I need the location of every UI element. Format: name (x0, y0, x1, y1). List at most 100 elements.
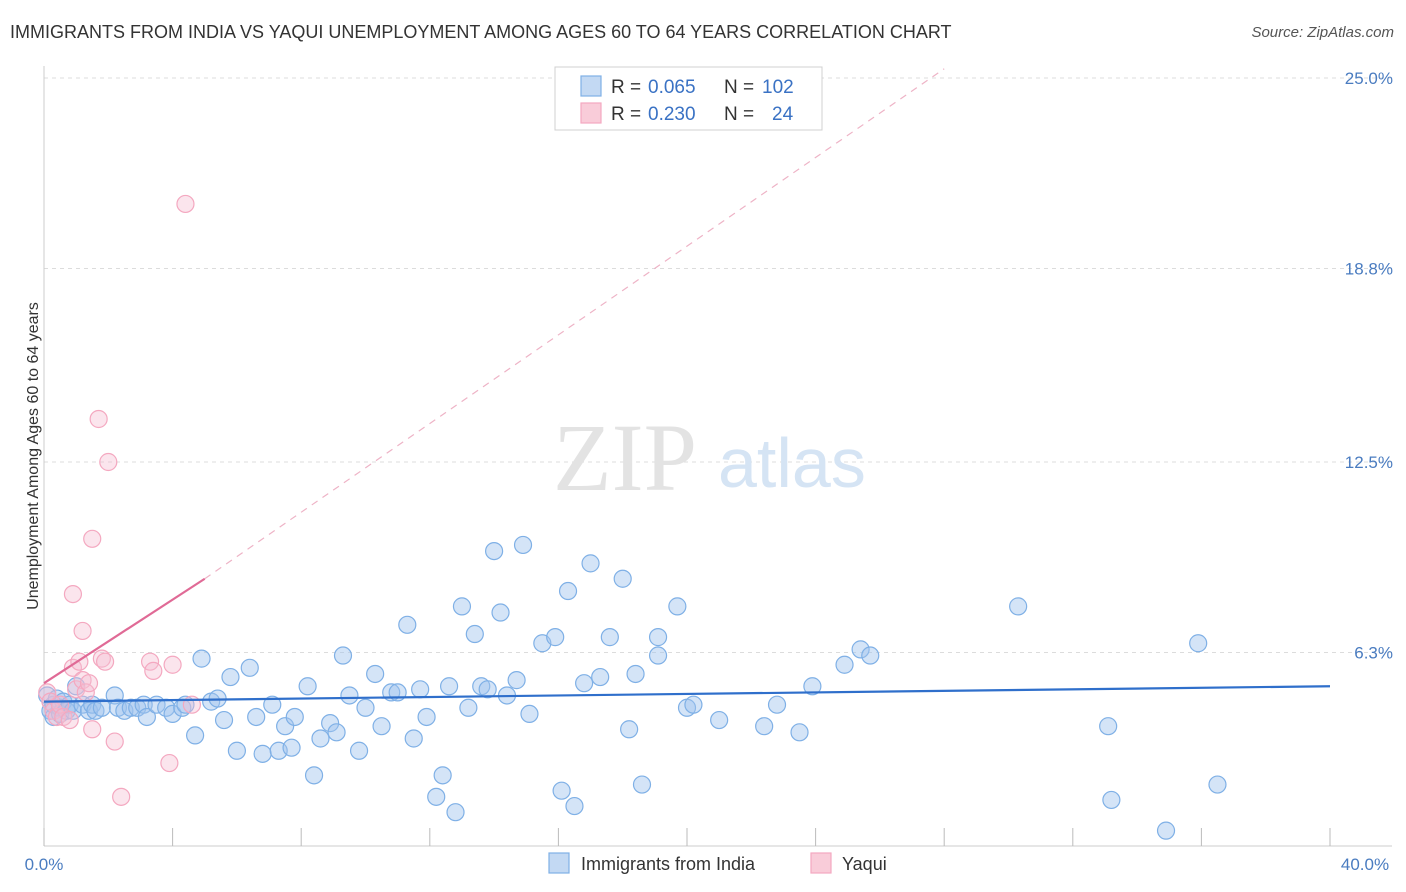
yaqui-trend-extension (204, 68, 945, 580)
india-point (221, 667, 240, 687)
legend-n-label-india: N = (724, 77, 754, 98)
yaqui-point (144, 661, 163, 680)
watermark: ZIP atlas (553, 404, 866, 511)
india-point (285, 707, 304, 727)
india-trend-line (43, 685, 1331, 703)
yaqui-point (83, 529, 102, 548)
india-point (433, 766, 452, 785)
india-point (452, 597, 472, 616)
legend-n-label-yaqui: N = (724, 104, 754, 125)
india-point (263, 695, 282, 714)
source-label: Source: ZipAtlas.com (1251, 24, 1394, 41)
india-point (1009, 597, 1028, 616)
india-point (214, 710, 234, 730)
india-point (398, 615, 417, 634)
india-point (767, 695, 787, 714)
yaqui-point (99, 452, 118, 472)
india-point (1208, 775, 1227, 794)
india-point (186, 726, 205, 745)
india-point (349, 741, 369, 760)
india-point (513, 535, 533, 555)
india-point (626, 664, 645, 684)
india-point (311, 729, 330, 748)
yaqui-point (60, 710, 79, 730)
yaqui-point (160, 753, 179, 773)
yaqui-point (112, 787, 131, 806)
y-tick-label: 18.8% (1345, 259, 1393, 278)
india-point (356, 698, 375, 717)
india-point (340, 686, 359, 705)
india-point (790, 723, 809, 742)
yaqui-point (89, 409, 108, 429)
india-point (485, 541, 504, 561)
bottom-legend-swatch-yaqui (810, 852, 832, 874)
india-point (565, 796, 584, 816)
chart-title: IMMIGRANTS FROM INDIA VS YAQUI UNEMPLOYM… (10, 22, 952, 42)
legend-swatch-yaqui (580, 102, 602, 124)
india-point (1189, 634, 1208, 653)
india-point (507, 671, 526, 690)
correlation-legend: R = 0.065 N = 102 R = 0.230 N = 24 (554, 66, 823, 131)
india-point (520, 704, 539, 724)
series-yaqui-points (38, 194, 201, 806)
y-axis-title: Unemployment Among Ages 60 to 64 years (25, 302, 42, 610)
india-point (620, 720, 639, 739)
legend-r-label-india: R = (611, 77, 641, 98)
yaqui-point (73, 621, 92, 641)
y-tick-label: 12.5% (1345, 453, 1393, 472)
india-point (276, 717, 295, 736)
india-point (304, 766, 324, 785)
india-point (491, 603, 510, 622)
india-point (333, 646, 353, 665)
india-point (427, 787, 446, 806)
india-point (1102, 790, 1121, 810)
india-point (282, 738, 301, 757)
india-point (803, 677, 822, 696)
yaqui-point (176, 194, 195, 214)
india-point (755, 717, 774, 736)
y-tick-label: 6.3% (1354, 643, 1393, 662)
bottom-legend-label-india: Immigrants from India (581, 854, 756, 874)
india-point (648, 646, 668, 665)
legend-r-value-yaqui: 0.230 (648, 104, 696, 125)
india-point (575, 674, 594, 693)
india-point (558, 581, 578, 601)
bottom-legend-label-yaqui: Yaqui (842, 854, 887, 874)
x-tick-labels: 0.0% 40.0% (25, 855, 1389, 874)
india-point (163, 704, 182, 724)
india-point (1099, 717, 1118, 736)
india-point (298, 677, 317, 696)
series-india-points (38, 535, 1227, 840)
x-tick-label-max: 40.0% (1341, 855, 1389, 874)
yaqui-point (63, 584, 83, 604)
india-point (417, 707, 436, 727)
india-point (192, 649, 211, 668)
india-point (321, 714, 340, 733)
india-point (600, 628, 619, 647)
india-point (684, 695, 703, 714)
india-point (240, 658, 259, 677)
india-point (861, 646, 880, 665)
india-point (227, 741, 246, 760)
bottom-legend-swatch-india (548, 852, 570, 874)
india-point (710, 710, 729, 730)
india-point (247, 707, 266, 727)
legend-r-value-india: 0.065 (648, 77, 696, 98)
watermark-zip: ZIP (553, 404, 697, 511)
india-point (581, 554, 600, 573)
india-point (439, 677, 459, 696)
trend-lines (43, 68, 1331, 703)
yaqui-point (95, 652, 115, 671)
yaqui-point (92, 649, 111, 668)
india-point (404, 729, 423, 748)
india-point (613, 569, 632, 588)
india-point (372, 717, 391, 736)
india-point (478, 680, 497, 699)
india-point (546, 628, 565, 647)
india-point (366, 664, 385, 684)
india-point (459, 698, 478, 717)
yaqui-point (79, 674, 99, 693)
india-point (137, 707, 156, 727)
y-tick-label: 25.0% (1345, 69, 1393, 88)
india-point (668, 597, 687, 616)
